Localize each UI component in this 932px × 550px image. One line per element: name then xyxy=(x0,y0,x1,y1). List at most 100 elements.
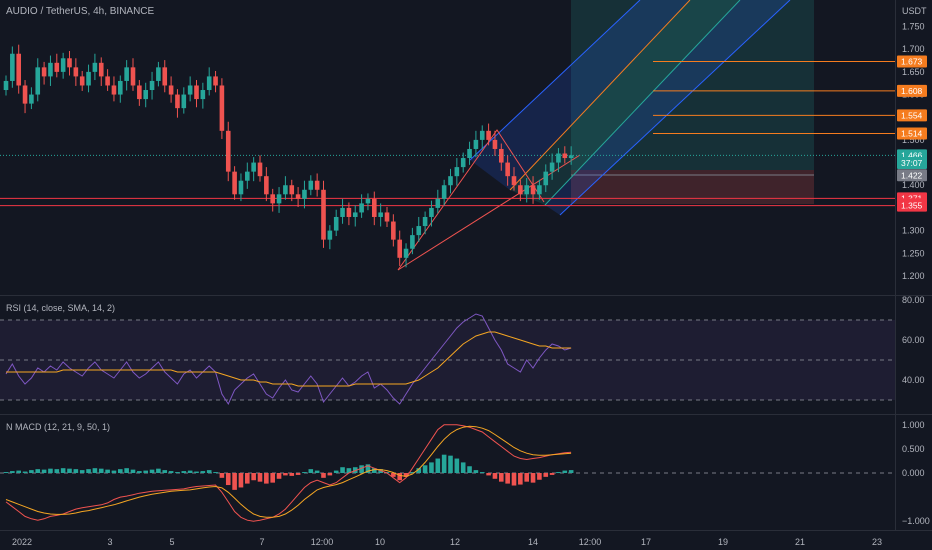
candle-body[interactable] xyxy=(270,194,275,204)
macd-histogram-bar[interactable] xyxy=(530,473,536,483)
candle-body[interactable] xyxy=(486,130,491,140)
candle-body[interactable] xyxy=(441,185,447,199)
macd-histogram-bar[interactable] xyxy=(479,472,485,474)
macd-histogram-bar[interactable] xyxy=(289,473,295,476)
candle-body[interactable] xyxy=(10,53,15,81)
candle-body[interactable] xyxy=(499,148,504,163)
macd-histogram-bar[interactable] xyxy=(486,473,491,476)
macd-histogram-bar[interactable] xyxy=(73,469,79,473)
macd-histogram-bar[interactable] xyxy=(98,468,104,473)
candle-body[interactable] xyxy=(403,248,409,258)
macd-histogram-bar[interactable] xyxy=(435,458,441,473)
candle-body[interactable] xyxy=(352,212,358,217)
macd-line[interactable] xyxy=(5,424,572,522)
macd-histogram-bar[interactable] xyxy=(111,470,117,473)
candle-body[interactable] xyxy=(530,185,536,195)
candle-body[interactable] xyxy=(175,94,180,109)
candle-body[interactable] xyxy=(105,76,110,86)
macd-histogram-bar[interactable] xyxy=(219,473,225,478)
candle-body[interactable] xyxy=(200,90,206,100)
candle-body[interactable] xyxy=(206,76,212,91)
candle-body[interactable] xyxy=(79,76,85,86)
macd-histogram-bar[interactable] xyxy=(149,469,155,473)
macd-histogram-bar[interactable] xyxy=(467,466,472,473)
candle-body[interactable] xyxy=(276,194,282,204)
macd-histogram-bar[interactable] xyxy=(511,473,517,486)
macd-histogram-bar[interactable] xyxy=(54,469,60,473)
pitchfork-outer-line[interactable] xyxy=(559,0,791,216)
macd-histogram-bar[interactable] xyxy=(162,470,168,473)
candle-body[interactable] xyxy=(460,158,466,168)
candle-body[interactable] xyxy=(340,207,345,217)
rsi-indicator-label[interactable]: RSI (14, close, SMA, 14, 2) xyxy=(6,303,115,313)
macd-histogram-bar[interactable] xyxy=(175,472,180,474)
macd-histogram-bar[interactable] xyxy=(295,473,301,475)
macd-histogram-bar[interactable] xyxy=(264,473,269,484)
macd-histogram-bar[interactable] xyxy=(194,471,199,473)
candle-body[interactable] xyxy=(568,155,574,159)
macd-histogram-bar[interactable] xyxy=(568,470,574,473)
macd-histogram-bar[interactable] xyxy=(137,471,142,473)
candle-body[interactable] xyxy=(187,85,193,95)
candle-body[interactable] xyxy=(562,153,568,159)
candle-body[interactable] xyxy=(467,148,472,159)
macd-histogram-bar[interactable] xyxy=(473,470,479,473)
pitchfork-median-line[interactable] xyxy=(509,0,691,191)
candle-body[interactable] xyxy=(473,139,479,149)
candle-body[interactable] xyxy=(35,67,41,95)
macd-histogram-bar[interactable] xyxy=(562,470,568,473)
macd-histogram-bar[interactable] xyxy=(168,471,174,473)
macd-histogram-bar[interactable] xyxy=(105,469,110,473)
candle-body[interactable] xyxy=(524,185,529,195)
candle-body[interactable] xyxy=(397,239,402,258)
candle-body[interactable] xyxy=(48,62,53,77)
candle-body[interactable] xyxy=(492,139,498,149)
macd-histogram-bar[interactable] xyxy=(181,471,187,473)
macd-histogram-bar[interactable] xyxy=(537,473,542,480)
macd-histogram-bar[interactable] xyxy=(187,470,193,473)
candle-body[interactable] xyxy=(194,85,199,100)
candle-body[interactable] xyxy=(219,85,225,131)
macd-histogram-bar[interactable] xyxy=(270,473,275,483)
macd-histogram-bar[interactable] xyxy=(92,468,98,473)
candle-body[interactable] xyxy=(518,185,523,195)
macd-histogram-bar[interactable] xyxy=(422,465,428,473)
candle-body[interactable] xyxy=(333,216,339,231)
macd-histogram-bar[interactable] xyxy=(86,469,91,473)
pitchfork-lower-line[interactable] xyxy=(544,0,741,206)
rsi-line[interactable] xyxy=(5,313,572,406)
macd-histogram-bar[interactable] xyxy=(460,462,466,473)
candle-body[interactable] xyxy=(162,67,168,86)
macd-histogram-bar[interactable] xyxy=(492,473,498,479)
trend-base-line[interactable] xyxy=(397,154,581,271)
candle-body[interactable] xyxy=(130,67,136,86)
candle-body[interactable] xyxy=(168,85,174,95)
candle-body[interactable] xyxy=(67,58,72,68)
macd-histogram-bar[interactable] xyxy=(391,473,396,477)
macd-histogram-bar[interactable] xyxy=(410,472,415,474)
candle-body[interactable] xyxy=(556,153,561,163)
candle-body[interactable] xyxy=(143,90,148,100)
macd-histogram-bar[interactable] xyxy=(429,462,434,473)
macd-histogram-bar[interactable] xyxy=(16,470,21,473)
candle-body[interactable] xyxy=(181,94,187,109)
candle-body[interactable] xyxy=(225,130,231,172)
candle-body[interactable] xyxy=(391,221,396,240)
macd-histogram-bar[interactable] xyxy=(238,473,244,488)
macd-histogram-bar[interactable] xyxy=(499,473,504,482)
candle-body[interactable] xyxy=(346,207,352,217)
candle-body[interactable] xyxy=(384,212,390,222)
macd-histogram-bar[interactable] xyxy=(67,468,72,473)
candle-body[interactable] xyxy=(327,230,333,240)
candle-body[interactable] xyxy=(365,198,371,204)
candle-body[interactable] xyxy=(118,80,123,95)
candle-body[interactable] xyxy=(295,194,301,199)
macd-histogram-bar[interactable] xyxy=(505,473,510,484)
macd-histogram-bar[interactable] xyxy=(124,468,129,473)
macd-histogram-bar[interactable] xyxy=(156,468,161,473)
macd-histogram-bar[interactable] xyxy=(251,473,256,481)
macd-histogram-bar[interactable] xyxy=(556,472,561,474)
macd-histogram-bar[interactable] xyxy=(524,473,529,482)
candle-body[interactable] xyxy=(289,185,295,195)
